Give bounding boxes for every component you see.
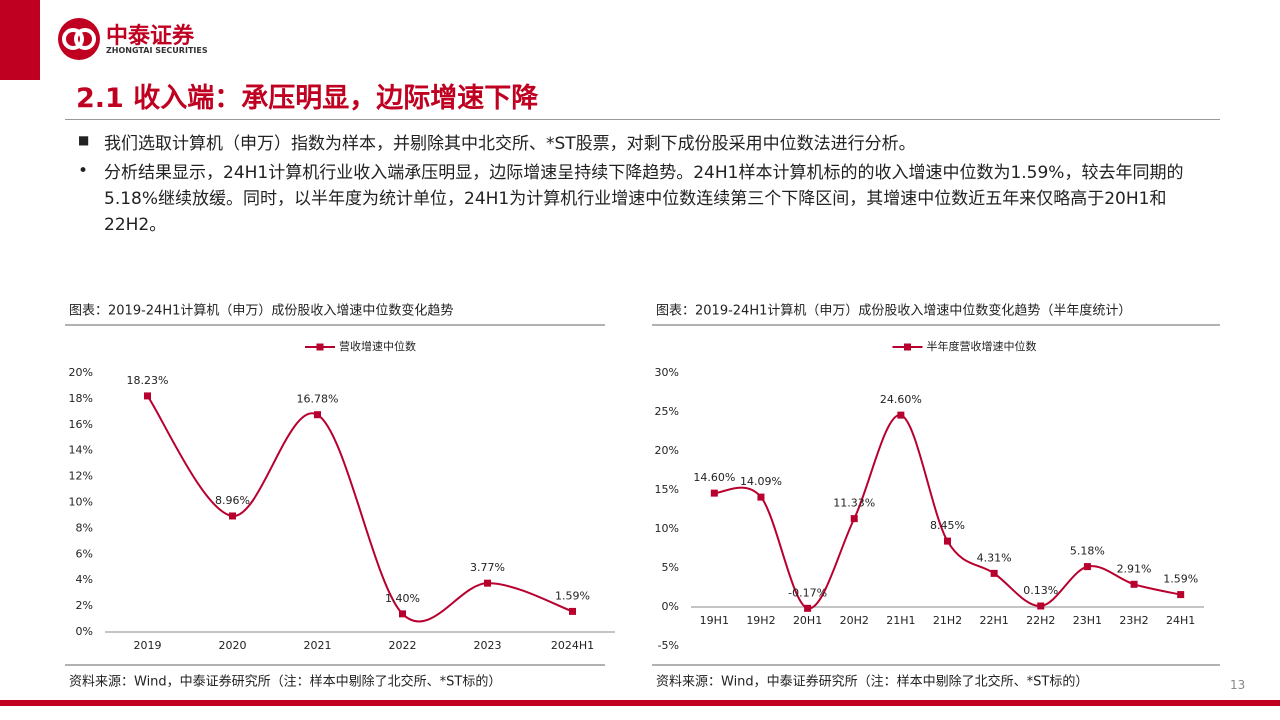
y-tick-label: 14% bbox=[69, 444, 93, 457]
data-label: 4.31% bbox=[977, 551, 1012, 564]
marker bbox=[399, 610, 406, 618]
marker bbox=[1130, 580, 1138, 588]
data-label: 24.60% bbox=[880, 393, 922, 406]
x-tick-label: 24H1 bbox=[1166, 614, 1195, 627]
line bbox=[146, 395, 573, 623]
title-rule bbox=[65, 119, 1220, 120]
data-label: 11.33% bbox=[833, 497, 875, 510]
x-tick-label: 23H2 bbox=[1119, 614, 1148, 627]
logo-icon bbox=[58, 18, 100, 60]
x-tick-label: 2024H1 bbox=[551, 639, 594, 652]
x-tick-label: 21H1 bbox=[886, 614, 915, 627]
marker bbox=[144, 392, 151, 400]
y-tick-label: 6% bbox=[76, 547, 93, 560]
x-tick-label: 2021 bbox=[304, 639, 332, 652]
x-tick-label: 22H2 bbox=[1026, 614, 1055, 627]
y-tick-label: 2% bbox=[76, 599, 93, 612]
x-tick-label: 2023 bbox=[474, 639, 502, 652]
source: 资料来源：Wind，中泰证券研究所（注：样本中剔除了北交所、*ST标的） bbox=[69, 674, 501, 690]
slide-title: 2.1 收入端：承压明显，边际增速下降 bbox=[76, 83, 539, 114]
y-tick-label: 10% bbox=[69, 496, 93, 509]
marker bbox=[1177, 591, 1185, 599]
data-label: 0.13% bbox=[1023, 584, 1058, 597]
x-tick-label: 20H2 bbox=[840, 614, 869, 627]
y-tick-label: 0% bbox=[76, 625, 93, 638]
x-tick-label: 2022 bbox=[389, 639, 417, 652]
x-tick-label: 2020 bbox=[219, 639, 247, 652]
data-label: -0.17% bbox=[788, 586, 827, 599]
logo-sub: ZHONGTAI SECURITIES bbox=[106, 46, 208, 55]
marker bbox=[944, 537, 951, 545]
legend-marker bbox=[904, 343, 911, 351]
data-label: 14.09% bbox=[740, 475, 782, 488]
data-label: 3.77% bbox=[470, 561, 505, 574]
marker bbox=[484, 579, 491, 587]
marker bbox=[229, 512, 236, 520]
source: 资料来源：Wind，中泰证券研究所（注：样本中剔除了北交所、*ST标的） bbox=[656, 674, 1088, 690]
chart-title: 图表：2019-24H1计算机（申万）成份股收入增速中位数变化趋势 bbox=[69, 303, 453, 319]
marker bbox=[757, 493, 765, 501]
marker bbox=[710, 489, 718, 497]
bullet: 分析结果显示，24H1计算机行业收入端承压明显，边际增速呈持续下降趋势。24H1… bbox=[104, 163, 1184, 235]
legend-marker bbox=[316, 343, 324, 351]
data-label: 2.91% bbox=[1117, 562, 1152, 575]
x-tick-label: 22H1 bbox=[979, 614, 1008, 627]
y-tick-label: 10% bbox=[655, 522, 679, 535]
corner-bar bbox=[0, 0, 40, 80]
legend-label: 半年度营收增速中位数 bbox=[927, 339, 1037, 353]
data-label: 1.59% bbox=[1163, 573, 1198, 586]
bottom-bar bbox=[0, 700, 1280, 706]
data-label: 14.60% bbox=[693, 471, 735, 484]
y-tick-label: 12% bbox=[69, 470, 93, 483]
y-tick-label: 4% bbox=[76, 573, 93, 586]
logo-name: 中泰证券 bbox=[106, 24, 195, 49]
data-label: 8.96% bbox=[215, 494, 250, 507]
bullet-mark: ■ bbox=[78, 133, 90, 147]
x-tick-label: 19H1 bbox=[700, 614, 729, 627]
y-tick-label: -5% bbox=[658, 639, 679, 652]
x-tick-label: 23H1 bbox=[1073, 614, 1102, 627]
y-tick-label: 18% bbox=[69, 392, 93, 405]
page-number: 13 bbox=[1230, 678, 1246, 692]
data-label: 8.45% bbox=[930, 519, 965, 532]
y-tick-label: 5% bbox=[662, 561, 679, 574]
y-tick-label: 20% bbox=[69, 366, 93, 379]
marker bbox=[897, 411, 905, 419]
marker bbox=[850, 515, 858, 523]
data-label: 5.18% bbox=[1070, 545, 1105, 558]
legend-label: 营收增速中位数 bbox=[339, 339, 416, 353]
y-tick-label: 20% bbox=[655, 444, 679, 457]
marker bbox=[569, 607, 576, 615]
y-tick-label: 16% bbox=[69, 418, 93, 431]
chart-title: 图表：2019-24H1计算机（申万）成份股收入增速中位数变化趋势（半年度统计） bbox=[656, 303, 1131, 319]
x-tick-label: 21H2 bbox=[933, 614, 962, 627]
marker bbox=[1083, 563, 1091, 571]
y-tick-label: 25% bbox=[655, 405, 679, 418]
x-tick-label: 20H1 bbox=[793, 614, 822, 627]
bullet-mark: • bbox=[78, 161, 89, 181]
charts: 图表：2019-24H1计算机（申万）成份股收入增速中位数变化趋势资料来源：Wi… bbox=[65, 303, 1220, 690]
x-tick-label: 19H2 bbox=[746, 614, 775, 627]
data-label: 1.40% bbox=[385, 592, 420, 605]
data-label: 18.23% bbox=[127, 374, 169, 387]
y-tick-label: 0% bbox=[662, 600, 679, 613]
marker bbox=[314, 411, 321, 419]
y-tick-label: 15% bbox=[655, 483, 679, 496]
data-label: 16.78% bbox=[297, 393, 339, 406]
marker bbox=[990, 569, 998, 577]
y-tick-label: 30% bbox=[655, 366, 679, 379]
bullet: 我们选取计算机（申万）指数为样本，并剔除其中北交所、*ST股票，对剩下成份股采用… bbox=[104, 134, 916, 154]
marker bbox=[1037, 602, 1045, 610]
line bbox=[714, 414, 1181, 610]
y-tick-label: 8% bbox=[76, 521, 93, 534]
data-label: 1.59% bbox=[555, 589, 590, 602]
marker bbox=[804, 604, 812, 612]
x-tick-label: 2019 bbox=[134, 639, 162, 652]
